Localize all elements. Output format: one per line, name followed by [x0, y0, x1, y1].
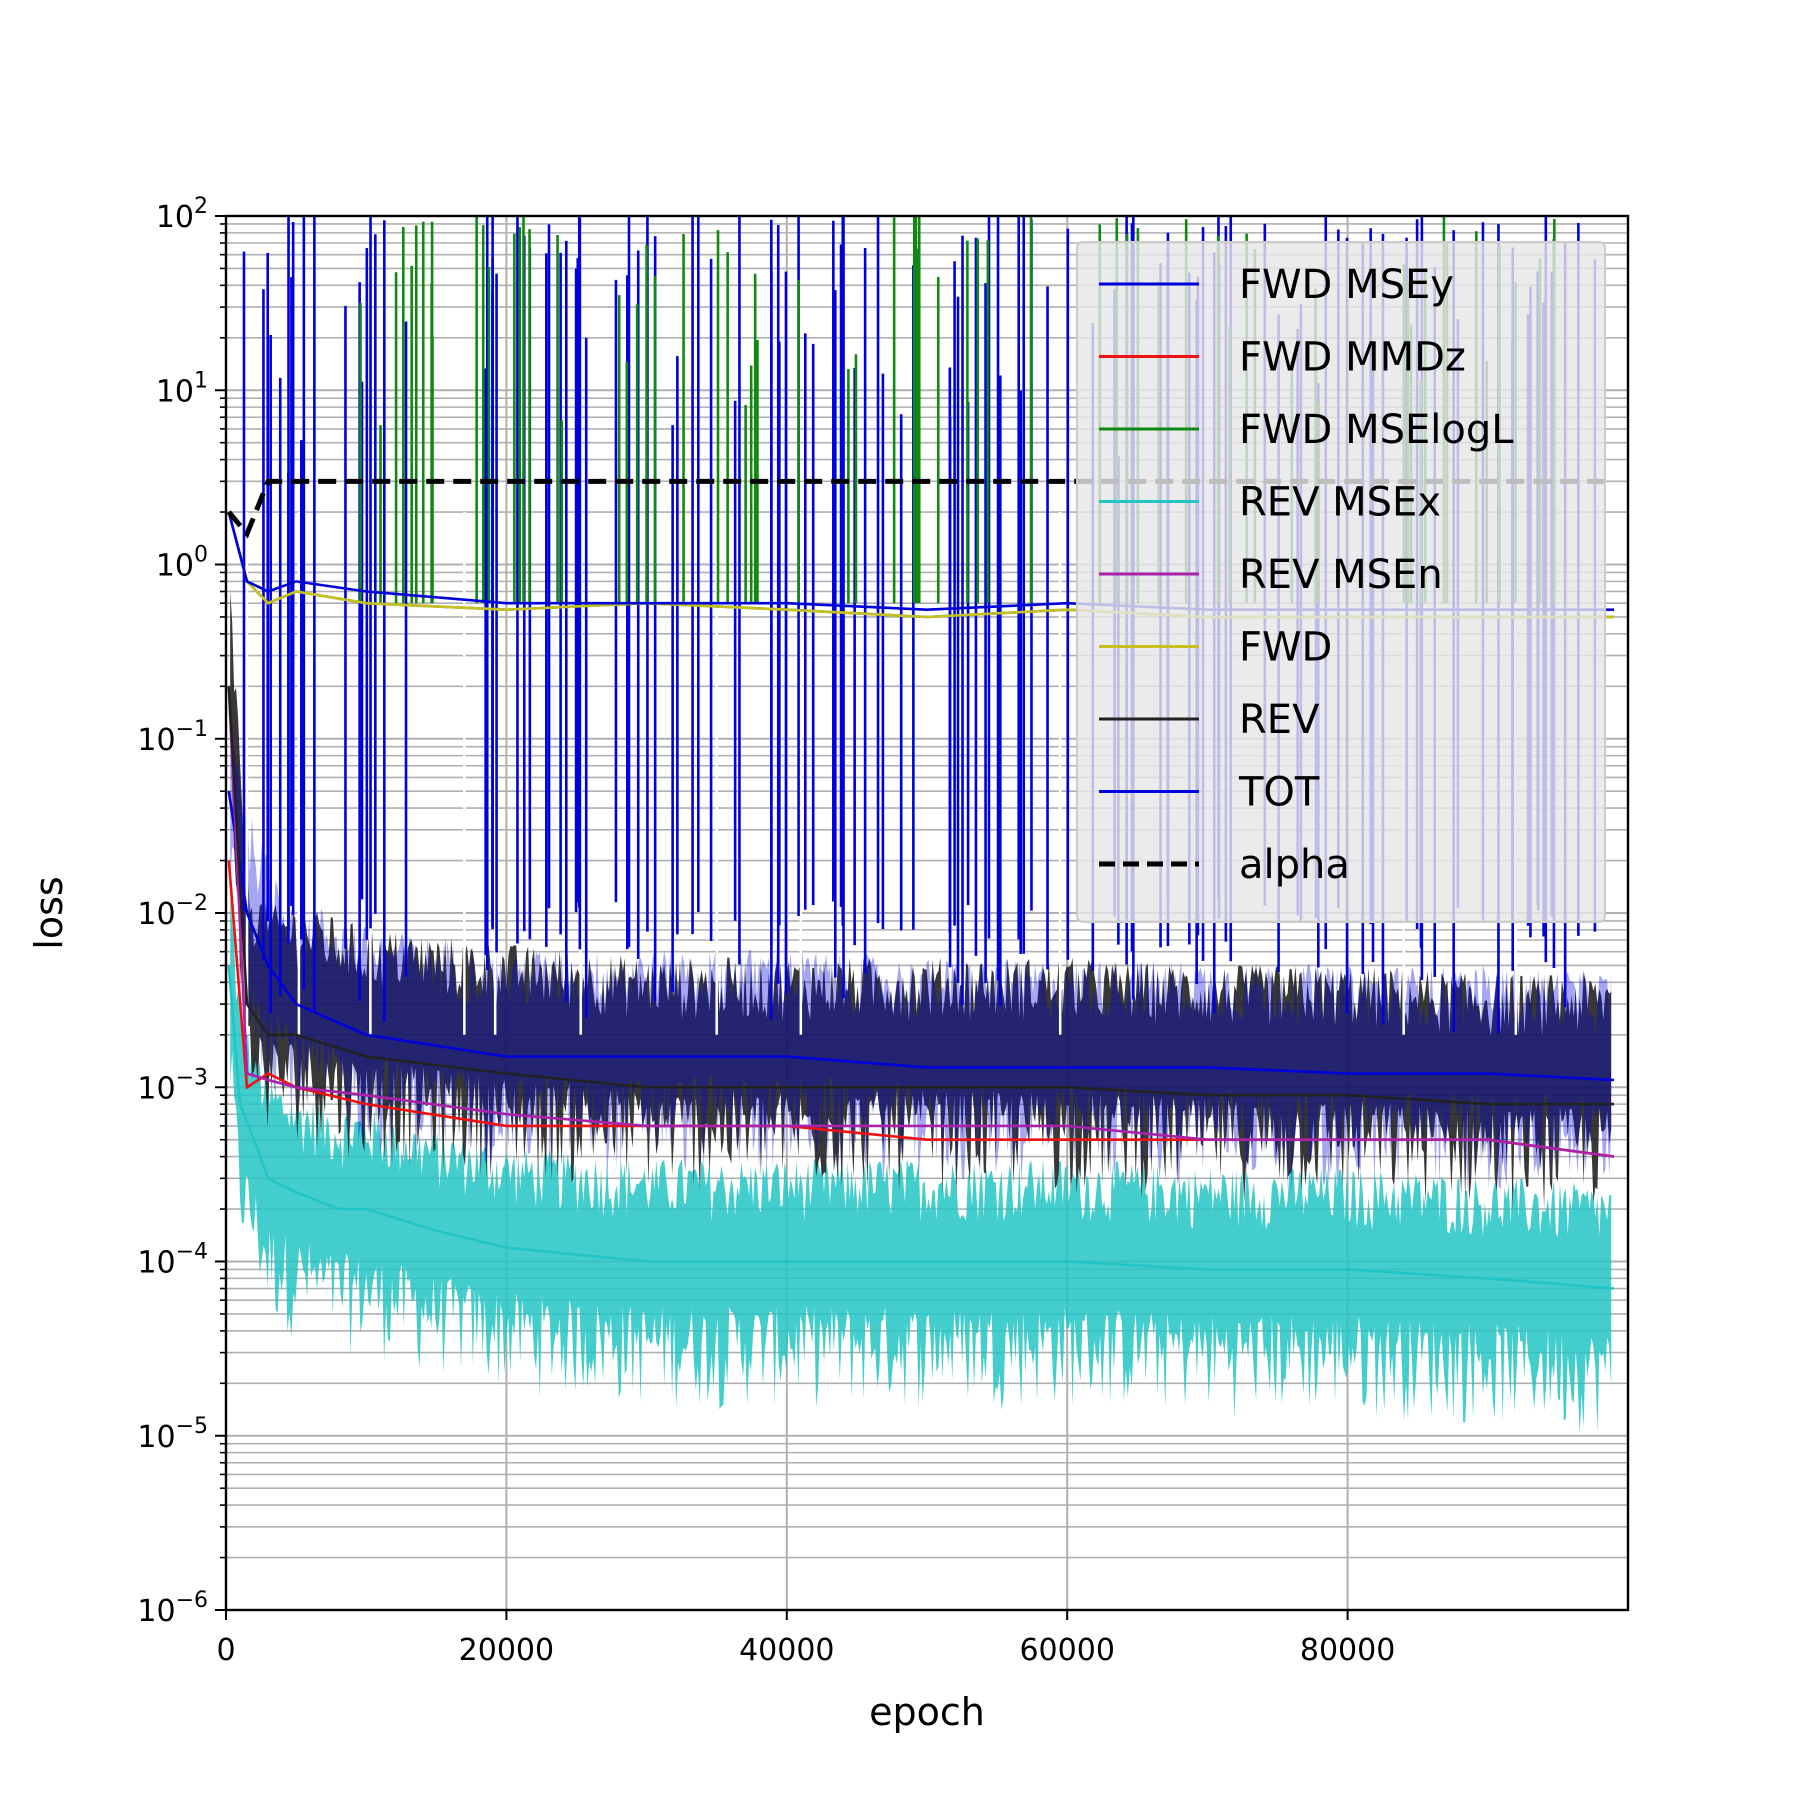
x-tick-label: 20000	[459, 1633, 554, 1668]
x-tick-label: 80000	[1300, 1633, 1395, 1668]
series-rev-msex	[227, 965, 1615, 1290]
y-tick-label: 100	[156, 543, 208, 584]
x-axis-label: epoch	[869, 1690, 985, 1734]
legend-label-rev-msex: REV MSEx	[1239, 480, 1441, 526]
y-tick-label: 10−6	[137, 1588, 208, 1629]
legend: FWD MSEy FWD MMDz FWD MSElogL REV MSEx REV M…	[1076, 241, 1606, 923]
series-rev-msen	[227, 686, 1615, 1158]
series-fwd-msey	[227, 791, 1615, 1082]
legend-label-fwd-mmdz: FWD MMDz	[1239, 335, 1466, 381]
y-tick-label: 10−1	[137, 717, 208, 758]
legend-label-tot: TOT	[1238, 770, 1320, 816]
y-tick-label: 101	[156, 368, 208, 409]
series-rev	[227, 686, 1614, 1106]
legend-label-rev: REV	[1239, 697, 1320, 743]
x-tick-label: 40000	[739, 1633, 834, 1668]
series-layer	[226, 478, 1615, 1290]
fwd-msey-band	[230, 713, 1612, 1193]
y-tick-label: 102	[156, 194, 208, 235]
y-tick-label: 10−3	[137, 1065, 208, 1106]
legend-label-rev-msen: REV MSEn	[1239, 552, 1443, 598]
legend-label-fwd-msey: FWD MSEy	[1239, 262, 1454, 308]
axis-ticks: 0 20000 40000 60000 80000 10−6 10−5 10−4 10−3 10−…	[137, 194, 1395, 1668]
y-tick-label: 10−5	[137, 1414, 208, 1455]
x-tick-label: 0	[216, 1633, 235, 1668]
legend-label-fwd: FWD	[1239, 625, 1332, 671]
y-tick-label: 10−2	[137, 891, 208, 932]
legend-box	[1076, 241, 1606, 923]
rev-msex-band	[230, 896, 1612, 1435]
y-axis-label: loss	[27, 876, 71, 949]
x-tick-label: 60000	[1019, 1633, 1114, 1668]
legend-label-alpha: alpha	[1239, 842, 1350, 888]
legend-label-fwd-mselogl: FWD MSElogL	[1239, 407, 1514, 453]
y-tick-label: 10−4	[137, 1240, 208, 1281]
